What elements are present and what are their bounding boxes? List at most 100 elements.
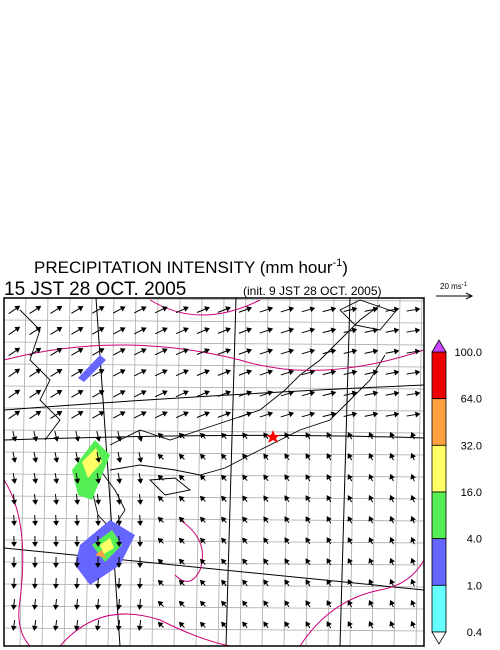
wind-arrow-head bbox=[98, 369, 105, 375]
wind-arrow-head bbox=[204, 411, 210, 417]
wind-arrow-head bbox=[305, 600, 311, 607]
wind-arrow-head bbox=[140, 306, 147, 312]
wind-arrow-head bbox=[284, 474, 290, 481]
wind-arrow-head bbox=[74, 562, 80, 568]
wind-arrow-head bbox=[11, 562, 17, 568]
wind-arrow-head bbox=[326, 621, 332, 627]
wind-arrow-head bbox=[35, 389, 42, 396]
wind-arrow-head bbox=[10, 604, 17, 610]
wind-arrow-head bbox=[351, 348, 358, 355]
wind-arrow-head bbox=[242, 432, 248, 439]
wind-arrow-head bbox=[77, 390, 84, 396]
wind-arrow-head bbox=[225, 306, 231, 312]
grid-line bbox=[371, 298, 379, 646]
wind-arrow-head bbox=[204, 327, 210, 333]
wind-arrow-head bbox=[32, 541, 39, 547]
title: PRECIPITATION INTENSITY (mm hour-1) bbox=[34, 257, 348, 277]
wind-arrow-head bbox=[284, 600, 290, 607]
wind-arrow-head bbox=[94, 583, 101, 589]
colorbar-over bbox=[431, 339, 447, 353]
wind-arrow-head bbox=[98, 390, 105, 396]
wind-arrow-head bbox=[246, 327, 253, 333]
wind-arrow-head bbox=[305, 495, 311, 502]
wind-arrows bbox=[8, 305, 421, 631]
wind-arrow-head bbox=[52, 625, 59, 631]
wind-arrow-head bbox=[288, 390, 295, 397]
grid-line bbox=[129, 298, 137, 646]
wind-arrow-head bbox=[161, 411, 168, 417]
wind-arrow-head bbox=[136, 604, 143, 610]
init-time: (init. 9 JST 28 OCT. 2005) bbox=[243, 284, 382, 298]
wind-arrow-head bbox=[137, 478, 144, 484]
wind-arrow-head bbox=[119, 348, 126, 354]
wind-arrow-head bbox=[56, 411, 63, 417]
wind-arrow-head bbox=[326, 600, 332, 606]
wind-arrow-head bbox=[368, 578, 374, 585]
wind-arrow-head bbox=[263, 516, 269, 523]
grid-line bbox=[173, 298, 181, 646]
wind-arrow-head bbox=[183, 390, 189, 396]
wind-arrow-head bbox=[140, 390, 147, 396]
wind-arrow-head bbox=[284, 558, 290, 565]
wind-arrow-head bbox=[77, 306, 84, 312]
wind-arrow-head bbox=[305, 516, 311, 523]
wind-arrow-head bbox=[140, 348, 147, 354]
wind-reference-arrow bbox=[436, 292, 474, 300]
wind-arrow-head bbox=[178, 600, 185, 607]
wind-arrow-head bbox=[372, 369, 379, 376]
wind-arrow-head bbox=[116, 541, 123, 547]
wind-arrow-head bbox=[309, 348, 316, 355]
wind-arrow-head bbox=[414, 327, 421, 334]
wind-arrow-head bbox=[53, 520, 60, 526]
wind-arrow-head bbox=[204, 390, 210, 396]
map-grid bbox=[4, 298, 424, 646]
grid-line bbox=[4, 429, 424, 434]
wind-arrow-head bbox=[305, 537, 311, 544]
wind-arrow-head bbox=[284, 621, 290, 628]
wind-arrow-head bbox=[225, 411, 231, 417]
wind-arrow-head bbox=[14, 326, 21, 333]
wind-arrow-head bbox=[183, 306, 189, 312]
wind-arrow-head bbox=[263, 579, 269, 586]
wind-arrow-head bbox=[347, 432, 353, 438]
wind-arrow-head bbox=[305, 432, 311, 439]
wind-arrow-head bbox=[157, 558, 164, 565]
grid-line bbox=[415, 298, 423, 646]
wind-arrow-head bbox=[98, 411, 105, 417]
wind-arrow-head bbox=[115, 625, 122, 631]
wind-arrow-head bbox=[393, 348, 400, 355]
wind-arrow-head bbox=[410, 599, 416, 606]
grid-line bbox=[4, 539, 424, 544]
wind-arrow-head bbox=[389, 578, 395, 585]
wind-arrow-head bbox=[242, 474, 248, 481]
wind-arrow-head bbox=[116, 520, 123, 526]
wind-reference-superscript: -1 bbox=[462, 282, 468, 288]
grid-line bbox=[283, 298, 291, 646]
wind-arrow-head bbox=[221, 474, 227, 481]
wind-arrow-head bbox=[157, 495, 164, 502]
wind-arrow-head bbox=[372, 306, 379, 313]
grid-line bbox=[305, 298, 313, 646]
wind-arrow-head bbox=[309, 327, 316, 334]
grid-line bbox=[4, 495, 424, 500]
wind-arrow-head bbox=[284, 453, 290, 460]
wind-arrow-head bbox=[284, 537, 290, 544]
wind-arrow-head bbox=[267, 411, 274, 418]
wind-arrow-head bbox=[95, 478, 102, 484]
wind-arrow-head bbox=[183, 348, 189, 354]
wind-arrow-head bbox=[137, 541, 144, 547]
wind-arrow-head bbox=[410, 536, 416, 543]
colorbar-segment bbox=[431, 538, 447, 586]
wind-arrow-head bbox=[242, 537, 248, 544]
wind-arrow-head bbox=[368, 557, 374, 564]
wind-arrow-head bbox=[288, 369, 295, 376]
wind-arrow-head bbox=[347, 516, 353, 522]
wind-arrow-head bbox=[288, 411, 295, 418]
wind-arrow-head bbox=[11, 520, 18, 526]
wind-arrow-head bbox=[157, 537, 164, 544]
wind-arrow-head bbox=[326, 516, 332, 522]
wind-arrow-head bbox=[140, 369, 147, 375]
wind-arrow-head bbox=[305, 474, 311, 481]
wind-arrow-head bbox=[178, 474, 185, 481]
wind-arrow-head bbox=[178, 516, 185, 523]
